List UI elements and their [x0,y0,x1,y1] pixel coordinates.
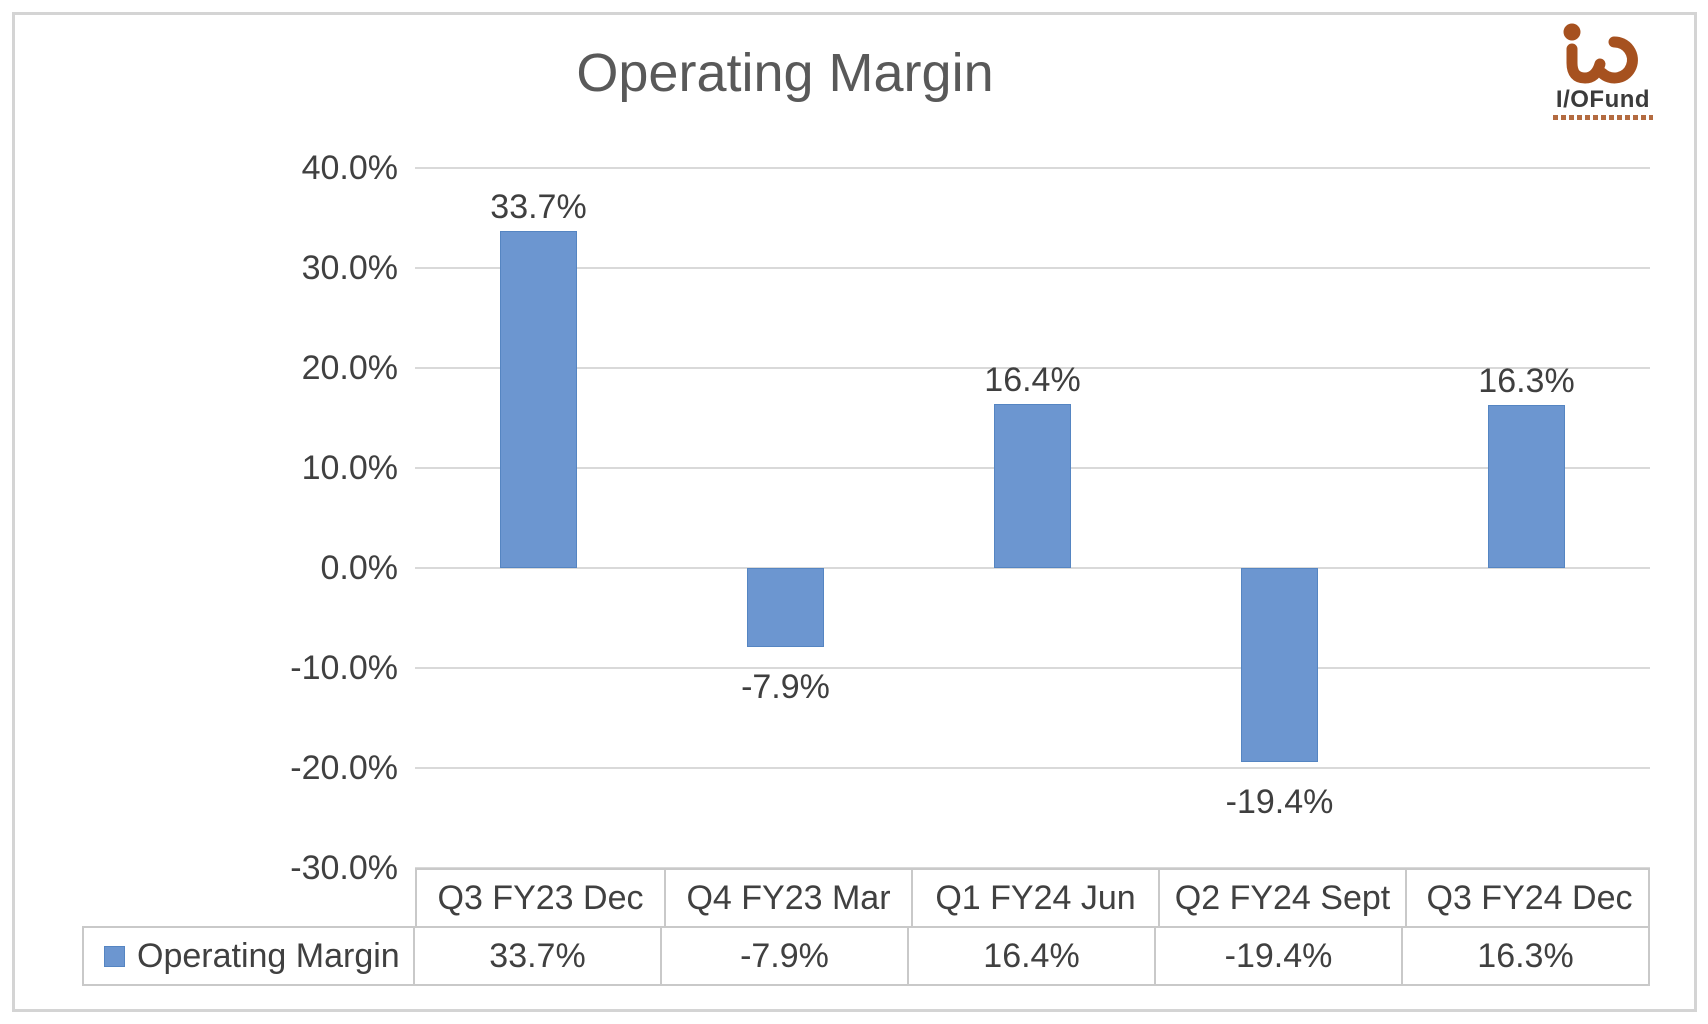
legend-cell: Operating Margin [84,928,413,984]
table-value-cell: -19.4% [1154,928,1401,984]
y-axis-tick-label: 10.0% [301,449,398,487]
gridline [415,367,1650,369]
table-header-cell: Q2 FY24 Sept [1158,870,1405,926]
y-axis-tick-label: -30.0% [290,849,398,887]
bar-data-label: -7.9% [741,668,830,706]
bar-data-label: 16.3% [1478,362,1575,400]
legend-color-swatch-icon [104,945,125,967]
data-table-value-row: Operating Margin 33.7% -7.9% 16.4% -19.4% 16… [82,926,1650,986]
y-axis-tick-label: 30.0% [301,249,398,287]
iofund-logo-mark [1563,23,1638,84]
y-axis-tick-label: 40.0% [301,149,398,187]
bar-Q4 FY23 Mar [747,568,824,647]
y-axis-tick-label: -20.0% [290,749,398,787]
table-header-cell: Q4 FY23 Mar [664,870,911,926]
bar-Q3 FY23 Dec [500,231,577,568]
iofund-logo: I/OFund [1548,22,1658,120]
table-header-cell: Q3 FY24 Dec [1405,870,1652,926]
table-value-cell: 16.3% [1401,928,1648,984]
chart-border-frame [12,12,1697,1012]
gridline [415,567,1650,569]
table-header-cell: Q1 FY24 Jun [911,870,1158,926]
chart-title: Operating Margin [576,43,994,103]
table-value-cell: 33.7% [413,928,660,984]
table-header-cell: Q3 FY23 Dec [437,878,644,917]
y-axis-tick-label: -10.0% [290,649,398,687]
bar-Q3 FY24 Dec [1488,405,1565,568]
iofund-logo-text: I/OFund [1555,86,1651,113]
legend-series-label: Operating Margin [137,936,400,975]
y-axis-tick-label: 20.0% [301,349,398,387]
gridline [415,267,1650,269]
bar-Q2 FY24 Sept [1241,568,1318,762]
y-axis-tick-label: 0.0% [320,549,399,587]
bar-data-label: -19.4% [1225,783,1334,821]
gridline [415,167,1650,169]
table-value-cell: 16.4% [907,928,1154,984]
gridline [415,667,1650,669]
data-table-header-row: Q3 FY23 Dec Q4 FY23 Mar Q1 FY24 Jun Q2 FY24… [415,868,1650,926]
table-value-cell: -7.9% [660,928,907,984]
gridline [415,767,1650,769]
bar-data-label: 16.4% [984,361,1081,399]
bar-data-label: 33.7% [490,188,587,226]
bar-Q1 FY24 Jun [994,404,1071,568]
iofund-logo-tagline [1553,115,1653,120]
